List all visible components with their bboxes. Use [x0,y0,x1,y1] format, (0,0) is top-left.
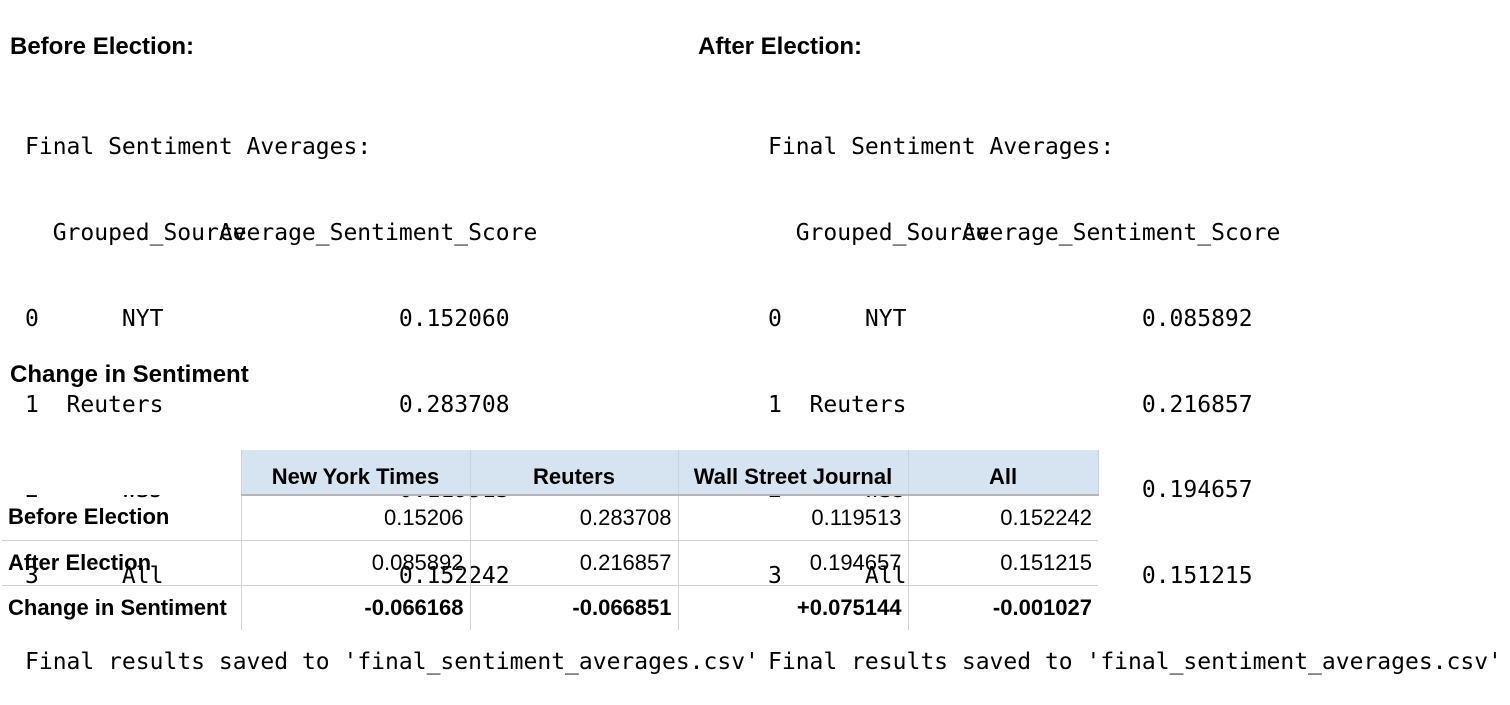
row-index: 1 [768,391,782,418]
row-label: After Election [2,540,241,586]
after-election-heading: After Election: [698,33,863,60]
change-in-sentiment-heading: Change in Sentiment [10,361,249,388]
output-row: 1 Reuters 0.283708 [25,391,759,420]
table-cell: 0.194657 [677,540,908,586]
table-cell: +0.075144 [677,585,908,630]
column-header-reuters: Reuters [469,450,679,496]
table-cell: 0.151215 [907,540,1098,586]
row-score: 0.085892 [1141,305,1253,332]
table-cell: 0.216857 [469,540,678,586]
row-source: Reuters [66,391,164,418]
row-source: Reuters [809,391,907,418]
row-score: 0.151215 [1141,563,1253,590]
column-header-score: Average_Sentiment_Score [961,219,1281,246]
row-score: 0.216857 [1141,391,1253,418]
row-source: NYT [864,305,907,332]
table-cell: 0.15206 [240,495,470,541]
output-row: 0 NYT 0.085892 [768,305,1502,334]
row-index: 0 [25,305,39,332]
table-cell: -0.066851 [469,585,678,630]
table-cell: -0.066168 [240,585,470,630]
column-header-all: All [907,450,1099,496]
change-in-sentiment-table: New York Times Reuters Wall Street Journ… [2,450,1099,630]
column-header-wall-street-journal: Wall Street Journal [677,450,909,496]
table-cell: 0.152242 [907,495,1098,541]
table-cell: 0.085892 [240,540,470,586]
row-index: 0 [768,305,782,332]
table-row-change-in-sentiment: Change in Sentiment -0.066168 -0.066851 … [2,585,1098,630]
row-score: 0.152060 [398,305,510,332]
table-header-row: New York Times Reuters Wall Street Journ… [2,450,1099,496]
table-cell: -0.001027 [907,585,1098,630]
output-row: 0 NYT 0.152060 [25,305,759,334]
output-row: 1 Reuters 0.216857 [768,391,1502,420]
column-header-source: Grouped_Source [52,219,247,246]
column-header-source: Grouped_Source [795,219,990,246]
output-title: Final Sentiment Averages: [768,134,1115,161]
table-row-after-election: After Election 0.085892 0.216857 0.19465… [2,540,1098,586]
output-saved-message: Final results saved to 'final_sentiment_… [768,648,1502,675]
row-label: Change in Sentiment [8,594,227,620]
table-cell: 0.283708 [469,495,678,541]
table-corner-cell [2,450,241,495]
output-header-row: Grouped_SourceAverage_Sentiment_Score [768,219,1502,248]
row-label: Before Election [2,495,241,541]
table-row-before-election: Before Election 0.15206 0.283708 0.11951… [2,495,1098,541]
output-title: Final Sentiment Averages: [25,134,372,161]
column-header-new-york-times: New York Times [240,450,471,496]
table-cell: 0.119513 [677,495,908,541]
row-score: 0.194657 [1141,477,1253,504]
output-saved-message: Final results saved to 'final_sentiment_… [25,648,759,675]
row-source: NYT [121,305,164,332]
before-election-heading: Before Election: [10,33,195,60]
output-header-row: Grouped_SourceAverage_Sentiment_Score [25,219,759,248]
row-index: 1 [25,391,39,418]
column-header-score: Average_Sentiment_Score [218,219,538,246]
row-score: 0.283708 [398,391,510,418]
